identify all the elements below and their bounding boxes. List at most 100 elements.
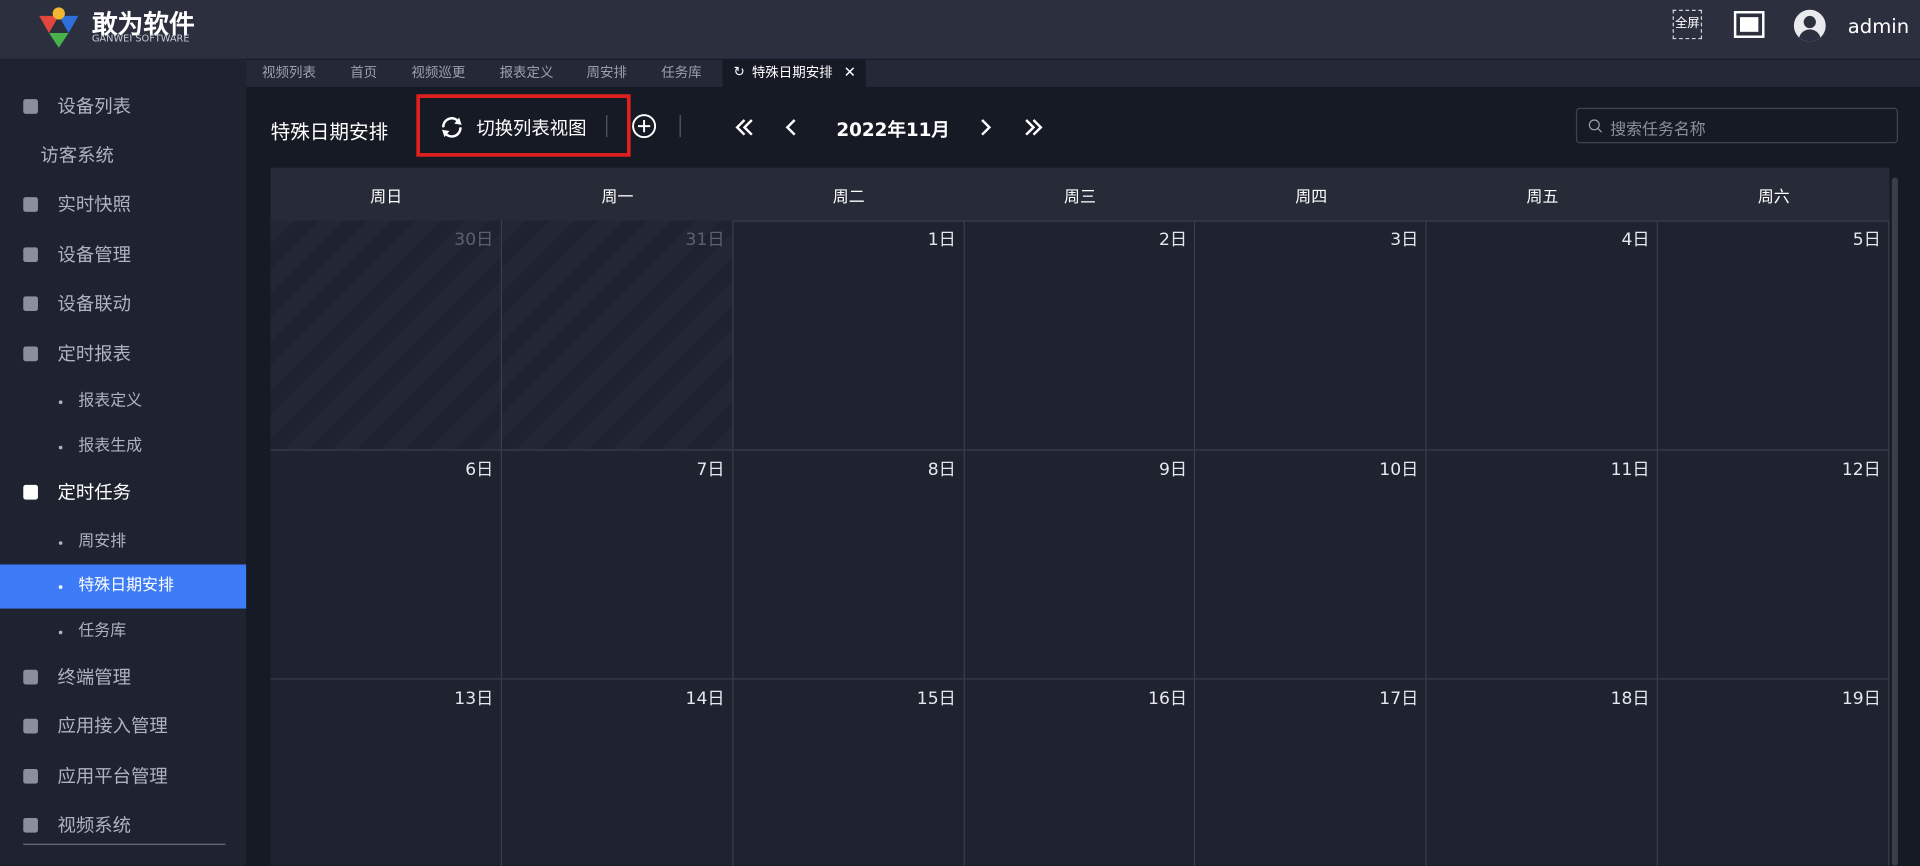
tab[interactable]: 报表定义 — [499, 64, 554, 81]
chevron — [209, 721, 219, 728]
day-cell[interactable]: 8日 — [733, 450, 965, 680]
close-icon[interactable]: ✕ — [843, 63, 856, 81]
day-cell[interactable]: 30日 — [270, 220, 502, 451]
divider — [606, 115, 608, 138]
prev-month[interactable] — [785, 119, 796, 136]
menu-label: 定时报表 — [57, 342, 132, 365]
day-cell[interactable]: 14日 — [502, 679, 734, 866]
menu-icon — [23, 484, 38, 500]
day-cell[interactable]: 17日 — [1196, 679, 1427, 866]
tab[interactable]: 视频巡更 — [411, 64, 466, 81]
weekday-label: 周一 — [601, 188, 634, 207]
menu-item[interactable]: 报表生成 — [0, 425, 246, 469]
sidebar: 设备列表访客系统实时快照设备管理设备联动定时报表报表定义报表生成定时任务周安排特… — [0, 58, 247, 866]
screen-button[interactable] — [1733, 11, 1765, 38]
switch-view-button[interactable]: 切换列表视图 — [476, 117, 587, 140]
menu-item[interactable]: 设备联动 — [0, 282, 246, 326]
tab[interactable]: 首页 — [350, 64, 378, 81]
menu-label: 应用平台管理 — [57, 765, 168, 788]
next-month[interactable] — [981, 119, 992, 136]
fullscreen-label[interactable]: 全屏 — [1672, 9, 1703, 40]
day-cell[interactable]: 16日 — [964, 679, 1196, 866]
menu-icon — [23, 669, 38, 685]
tab[interactable]: 视频列表 — [262, 64, 316, 81]
add-button[interactable] — [631, 113, 658, 140]
search-input[interactable]: 搜索任务名称 — [1575, 107, 1898, 144]
menu-label: 设备列表 — [57, 95, 132, 118]
day-cell[interactable]: 18日 — [1427, 679, 1659, 866]
day-number: 7日 — [696, 459, 725, 480]
highlight-box — [416, 94, 631, 157]
menu-icon — [23, 817, 38, 833]
day-number: 4日 — [1621, 230, 1650, 250]
menu-label: 报表定义 — [78, 391, 143, 411]
weekday-row — [270, 167, 1890, 222]
day-number: 3日 — [1390, 230, 1419, 250]
menu-item[interactable]: 终端管理 — [0, 655, 246, 699]
day-cell[interactable]: 6日 — [270, 450, 502, 680]
menu-item[interactable]: 视频系统 — [0, 803, 246, 847]
menu-item[interactable]: 定时任务 — [0, 470, 246, 514]
chevron — [209, 820, 219, 827]
day-cell[interactable]: 9日 — [964, 450, 1196, 680]
day-cell[interactable]: 13日 — [271, 679, 502, 866]
menu-item[interactable]: 报表定义 — [0, 380, 246, 424]
tab[interactable]: 特殊日期安排 — [751, 64, 833, 81]
day-number: 30日 — [454, 230, 494, 250]
scrollbar[interactable] — [1891, 177, 1898, 866]
chevron — [209, 487, 219, 494]
tab[interactable]: 任务库 — [661, 64, 702, 81]
divider — [679, 115, 681, 138]
calendar: 周日 周一 周二 周三 周四 周五 周六 30日 31日 1日 2日 3日 4日 5日 6日 7日 8日 9日 10… — [270, 167, 1890, 866]
menu-label: 视频系统 — [57, 814, 132, 837]
menu-label: 设备联动 — [57, 292, 132, 315]
menu-label: 实时快照 — [57, 193, 132, 216]
prev-year[interactable] — [735, 119, 753, 136]
day-cell[interactable]: 19日 — [1658, 679, 1890, 866]
day-cell[interactable]: 3日 — [1195, 220, 1427, 451]
menu-item[interactable]: 访客系统 — [0, 133, 246, 177]
menu-item[interactable]: 应用平台管理 — [0, 754, 246, 798]
weekday-label: 周三 — [1064, 188, 1096, 207]
menu-item[interactable]: 设备列表 — [0, 84, 246, 128]
menu-label: 特殊日期安排 — [78, 576, 174, 596]
avatar[interactable] — [1793, 9, 1826, 42]
day-cell[interactable]: 10日 — [1195, 450, 1427, 680]
day-cell[interactable]: 4日 — [1426, 220, 1659, 451]
menu-icon — [23, 99, 38, 114]
switch-icon[interactable] — [438, 114, 465, 141]
chevron — [209, 349, 219, 356]
menu-label: 应用接入管理 — [57, 715, 168, 738]
day-number: 31日 — [685, 230, 725, 250]
day-cell[interactable]: 7日 — [501, 450, 734, 680]
day-number: 16日 — [1148, 689, 1188, 709]
day-cell[interactable]: 2日 — [964, 220, 1196, 451]
menu-item[interactable]: 任务库 — [0, 610, 246, 654]
chevron — [209, 771, 219, 778]
day-cell[interactable]: 31日 — [501, 220, 734, 451]
menu-item[interactable]: 定时报表 — [0, 332, 246, 376]
menu-item[interactable]: 特殊日期安排 — [0, 564, 247, 609]
tab[interactable]: 周安排 — [586, 64, 627, 81]
bullet — [58, 630, 63, 635]
user-name[interactable]: admin — [1847, 14, 1910, 38]
menu-icon — [23, 247, 38, 263]
menu-icon — [23, 346, 38, 362]
day-number: 15日 — [916, 689, 956, 709]
menu-label: 报表生成 — [78, 437, 143, 456]
day-cell[interactable]: 1日 — [733, 220, 965, 451]
menu-item[interactable]: 周安排 — [0, 520, 246, 564]
day-cell[interactable]: 5日 — [1658, 220, 1890, 451]
refresh-icon: ↻ — [733, 63, 745, 80]
weekday-label: 周六 — [1757, 188, 1790, 207]
day-cell[interactable]: 11日 — [1426, 450, 1659, 680]
menu-label: 设备管理 — [57, 243, 132, 266]
next-year[interactable] — [1025, 119, 1043, 136]
menu-item[interactable]: 实时快照 — [0, 182, 246, 226]
day-cell[interactable]: 12日 — [1658, 450, 1890, 680]
day-cell[interactable]: 15日 — [733, 679, 965, 866]
menu-item[interactable]: 应用接入管理 — [0, 704, 246, 748]
menu-item[interactable]: 设备管理 — [0, 233, 246, 277]
bullet — [58, 400, 63, 405]
